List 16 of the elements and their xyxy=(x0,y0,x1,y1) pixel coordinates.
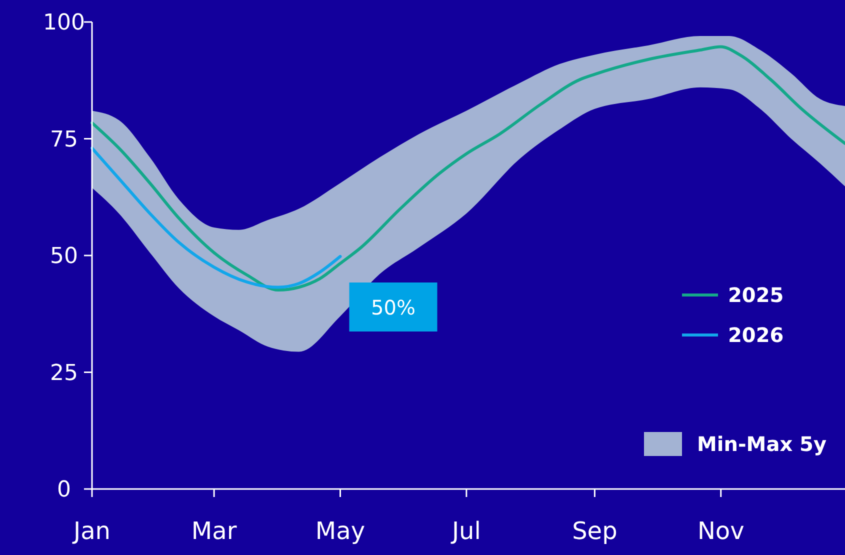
y-tick-label: 75 xyxy=(50,127,78,152)
x-tick-label: Sep xyxy=(572,517,618,545)
x-tick-label: Jul xyxy=(450,517,481,545)
x-tick-label: Jan xyxy=(72,517,110,545)
x-tick-label: Mar xyxy=(191,517,237,545)
annotation: 50% xyxy=(371,296,416,320)
line-series xyxy=(90,146,342,289)
legend-label: Min-Max 5y xyxy=(697,432,827,456)
x-tick-label: May xyxy=(315,517,366,545)
legend-label: 2025 xyxy=(728,283,784,307)
y-tick-label: 100 xyxy=(43,10,85,36)
y-tick-label: 25 xyxy=(50,360,78,386)
y-tick-label: 50 xyxy=(50,244,78,270)
y-tick-label: 0 xyxy=(57,478,71,503)
legend-label: 2026 xyxy=(728,323,784,347)
x-tick-label: Nov xyxy=(697,517,744,545)
